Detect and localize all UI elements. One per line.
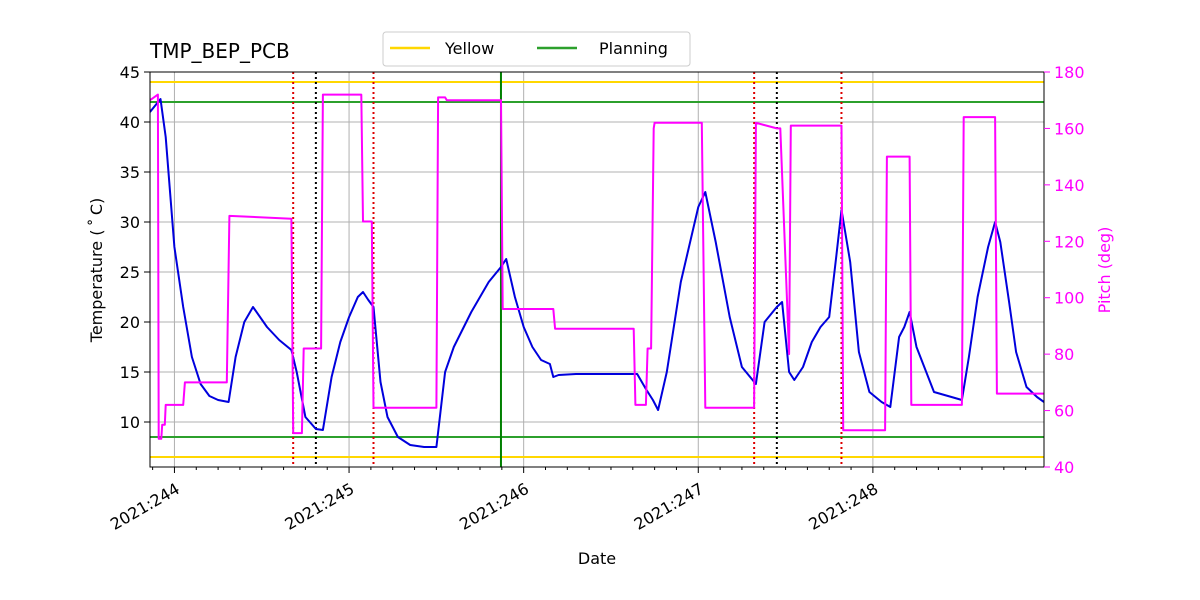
y2-tick-label: 100 xyxy=(1054,289,1085,308)
y-tick-label: 45 xyxy=(120,63,140,82)
y2-tick-label: 40 xyxy=(1054,458,1074,477)
series xyxy=(150,93,1044,448)
y2-tick-label: 120 xyxy=(1054,232,1085,251)
y2-tick-label: 160 xyxy=(1054,119,1085,138)
y-tick-label: 25 xyxy=(120,263,140,282)
y2-tick-label: 180 xyxy=(1054,63,1085,82)
legend-label-planning: Planning xyxy=(599,39,668,58)
y2-tick-label: 60 xyxy=(1054,402,1074,421)
y2-tick-label: 80 xyxy=(1054,345,1074,364)
y-tick-label: 20 xyxy=(120,313,140,332)
y-tick-label: 30 xyxy=(120,213,140,232)
chart-title: TMP_BEP_PCB xyxy=(149,39,290,63)
x-axis-label: Date xyxy=(578,549,616,568)
legend-box xyxy=(382,31,691,67)
plot-frame xyxy=(149,71,1045,468)
y-axis-left: 10 15 20 25 30 35 40 45 xyxy=(120,63,150,432)
y-tick-label: 15 xyxy=(120,363,140,382)
y-tick-label: 10 xyxy=(120,413,140,432)
y-axis-label: Temperature ( ˚ C) xyxy=(87,198,106,343)
y-axis-right: 40 60 80 100 120 140 160 180 xyxy=(1044,63,1085,477)
y-tick-label: 35 xyxy=(120,163,140,182)
y-tick-label: 40 xyxy=(120,113,140,132)
legend: Yellow Planning xyxy=(382,31,691,67)
y2-tick-label: 140 xyxy=(1054,176,1085,195)
pitch-series-line xyxy=(150,93,1044,440)
y2-axis-label: Pitch (deg) xyxy=(1095,227,1114,314)
legend-label-yellow: Yellow xyxy=(444,39,494,58)
limit-lines xyxy=(150,81,1044,458)
